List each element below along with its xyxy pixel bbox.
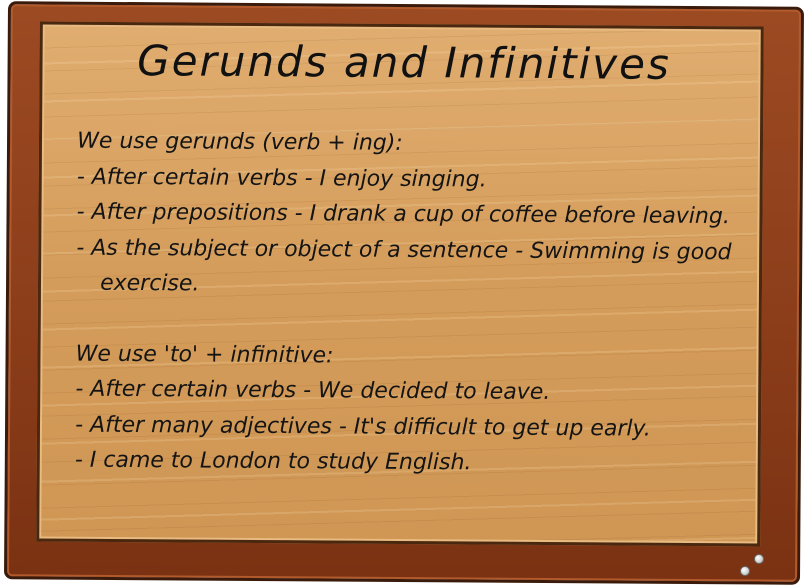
gerunds-heading: We use gerunds (verb + ing): bbox=[77, 128, 403, 156]
gerunds-item: - After certain verbs - I enjoy singing. bbox=[76, 164, 487, 192]
section-spacer bbox=[76, 301, 766, 341]
infinitives-heading: We use 'to' + infinitive: bbox=[75, 341, 334, 368]
infinitives-item: - After many adjectives - It's difficult… bbox=[75, 412, 651, 442]
nail-icon bbox=[740, 566, 750, 576]
lesson-content: We use gerunds (verb + ing): - After cer… bbox=[75, 124, 767, 483]
infinitives-item: - I came to London to study English. bbox=[74, 447, 472, 476]
nail-icon bbox=[754, 554, 764, 564]
gerunds-item: - As the subject or object of a sentence… bbox=[76, 235, 732, 297]
page-title: Gerunds and Infinitives bbox=[137, 36, 671, 89]
infinitives-item: - After certain verbs - We decided to le… bbox=[75, 376, 551, 405]
gerunds-item: - After prepositions - I drank a cup of … bbox=[76, 199, 730, 230]
